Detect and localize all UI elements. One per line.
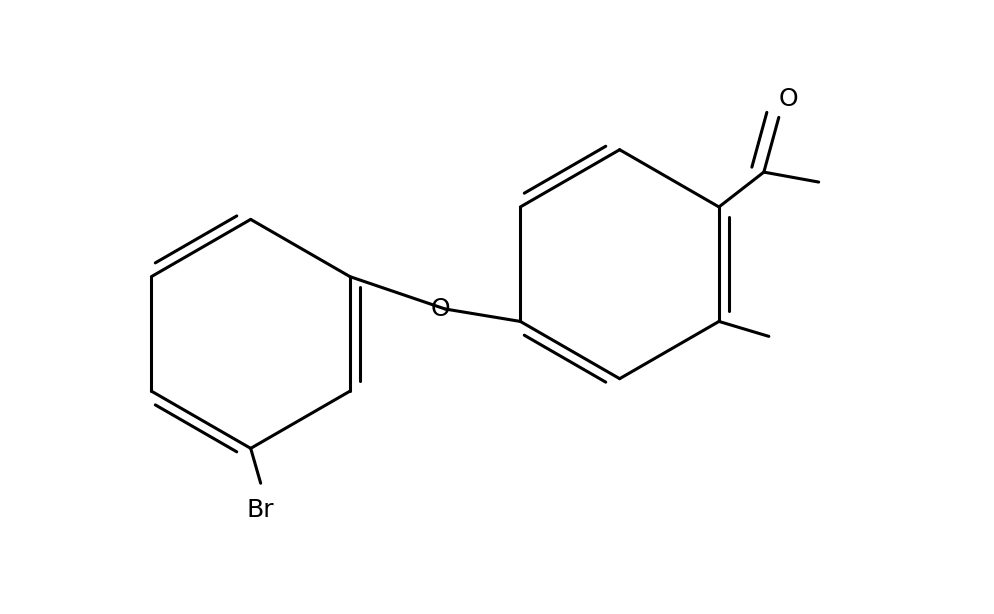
Text: Br: Br — [247, 498, 274, 522]
Text: O: O — [779, 87, 798, 112]
Text: O: O — [430, 297, 450, 321]
